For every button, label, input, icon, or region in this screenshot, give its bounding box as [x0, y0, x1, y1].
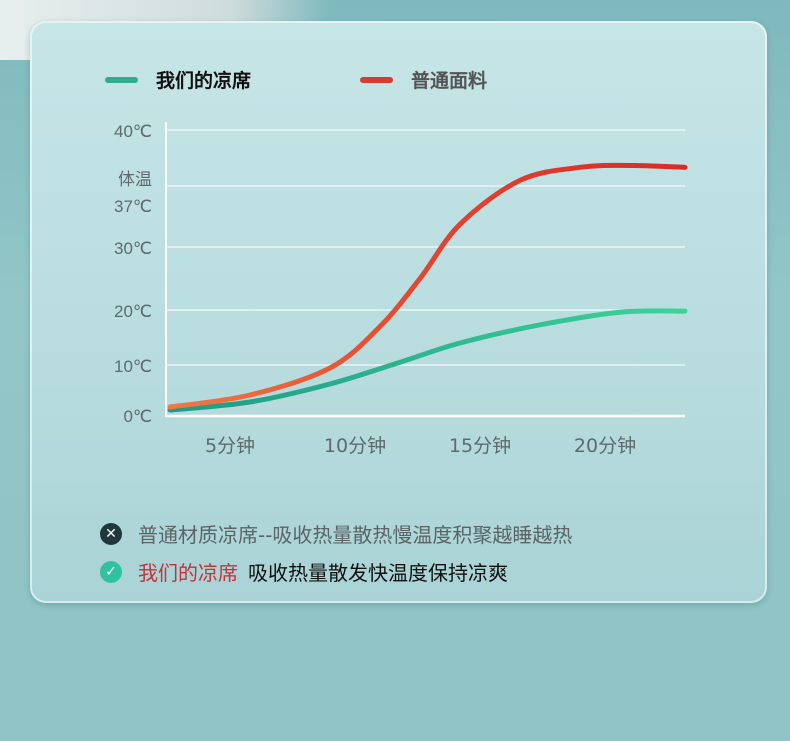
note-good-text: 吸收热量散发快温度保持凉爽 — [248, 557, 508, 586]
y-tick-label: 37℃ — [114, 197, 152, 216]
y-tick-label: 30℃ — [114, 239, 152, 258]
note-good-highlight: 我们的凉席 — [138, 557, 238, 586]
y-tick-label: 0℃ — [123, 407, 152, 426]
check-circle-icon: ✓ — [100, 561, 122, 583]
note-good: ✓ 我们的凉席 吸收热量散发快温度保持凉爽 — [100, 557, 508, 586]
note-bad: ✕ 普通材质凉席--吸收热量散热慢温度积聚越睡越热 — [100, 519, 572, 548]
series-line-normal — [170, 165, 685, 407]
y-tick-label: 40℃ — [114, 122, 152, 141]
y-tick-label: 10℃ — [114, 357, 152, 376]
x-tick-label: 20分钟 — [574, 435, 636, 457]
y-tick-note: 体温 — [118, 170, 152, 190]
x-tick-label: 5分钟 — [205, 435, 255, 457]
y-tick-label: 20℃ — [114, 302, 152, 321]
x-tick-label: 10分钟 — [324, 435, 386, 457]
x-circle-icon: ✕ — [100, 523, 122, 545]
note-bad-text: 普通材质凉席--吸收热量散热慢温度积聚越睡越热 — [138, 519, 572, 548]
x-tick-label: 15分钟 — [449, 435, 511, 457]
